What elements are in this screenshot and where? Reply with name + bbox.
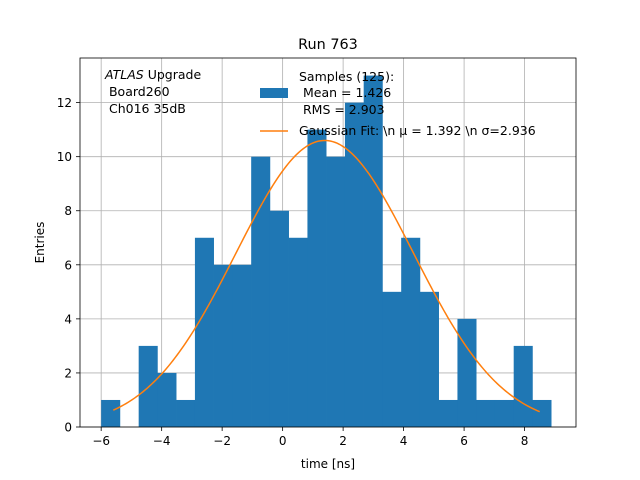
histogram-bar	[232, 264, 252, 427]
histogram-bar	[419, 291, 439, 427]
y-tick-label: 12	[57, 96, 72, 110]
x-tick-label: −4	[153, 434, 171, 448]
histogram-bar	[101, 399, 121, 427]
y-axis-label: Entries	[33, 222, 47, 264]
histogram-bar	[194, 237, 214, 427]
histogram-bar	[494, 399, 514, 427]
histogram-bar	[176, 399, 196, 427]
histogram-bar	[513, 345, 533, 427]
legend-rms-label: RMS = 2.903	[299, 102, 385, 117]
gaussian-fit-curve	[112, 139, 541, 413]
histogram-bar	[269, 210, 289, 427]
histogram-bar	[157, 372, 177, 427]
histogram-bar	[457, 318, 477, 427]
x-axis-ticks: −6 −4 −2 0 2 4 6 8	[92, 427, 528, 448]
histogram-bar	[344, 102, 364, 427]
x-tick-label: −6	[92, 434, 110, 448]
histogram-bar	[326, 156, 346, 427]
plot-frame	[79, 57, 577, 428]
chart-title: Run 763	[298, 37, 358, 53]
histogram-bar	[438, 399, 458, 427]
x-axis-label: time [ns]	[301, 457, 355, 471]
histogram-bar	[213, 264, 233, 427]
y-tick-label: 4	[64, 312, 72, 326]
histogram-bar	[532, 399, 552, 427]
board-label: Board260	[105, 84, 170, 99]
y-tick-label: 0	[64, 421, 72, 435]
legend-mean-label: Mean = 1.426	[299, 85, 391, 100]
y-tick-label: 8	[64, 204, 72, 218]
channel-label: Ch016 35dB	[105, 101, 186, 116]
histogram-bar	[251, 156, 271, 427]
atlas-label: ATLAS	[104, 67, 144, 82]
x-tick-label: 6	[460, 434, 468, 448]
legend: Samples (125): Mean = 1.426 RMS = 2.903 …	[260, 69, 536, 138]
histogram-bar	[363, 75, 383, 428]
x-tick-label: 8	[521, 434, 529, 448]
histogram-bars	[101, 75, 552, 428]
histogram-bar	[476, 399, 496, 427]
legend-samples-label: Samples (125):	[299, 69, 394, 84]
histogram-bar	[382, 291, 402, 427]
y-axis-ticks: 0 2 4 6 8 10 12	[57, 96, 80, 435]
y-tick-label: 2	[64, 366, 72, 380]
x-tick-label: 0	[279, 434, 287, 448]
x-tick-label: −2	[213, 434, 231, 448]
upgrade-label: Upgrade	[144, 67, 202, 82]
legend-fit-label: Gaussian Fit: \n μ = 1.392 \n σ=2.936	[299, 123, 536, 138]
histogram-bar	[288, 237, 308, 427]
legend-histogram-swatch	[260, 88, 288, 98]
x-tick-label: 2	[339, 434, 347, 448]
x-tick-label: 4	[400, 434, 408, 448]
atlas-annotation: ATLAS Upgrade Board260 Ch016 35dB	[104, 67, 201, 116]
histogram-bar	[401, 237, 421, 427]
histogram-bar	[307, 129, 327, 427]
y-tick-label: 10	[57, 150, 72, 164]
y-tick-label: 6	[64, 258, 72, 272]
svg-text:ATLAS Upgrade: ATLAS Upgrade	[104, 67, 201, 82]
